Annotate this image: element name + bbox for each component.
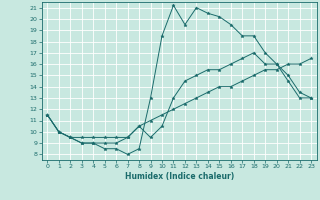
X-axis label: Humidex (Indice chaleur): Humidex (Indice chaleur) [124,172,234,181]
